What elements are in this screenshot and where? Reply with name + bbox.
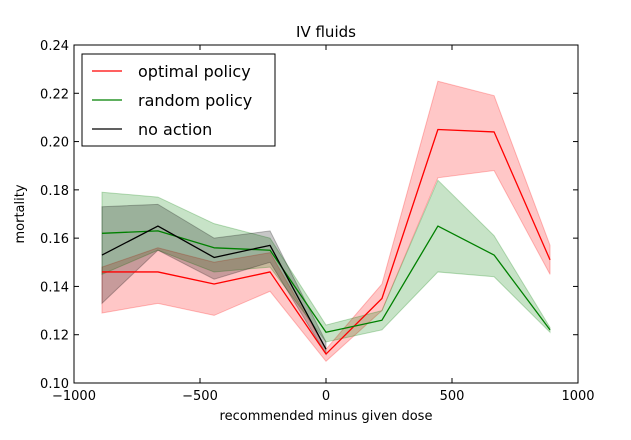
x-tick-label: −500 (182, 389, 218, 404)
legend-label: optimal policy (138, 62, 251, 81)
line-no-action (101, 225, 327, 350)
y-tick-label: 0.10 (40, 377, 69, 392)
y-axis-label: mortality (13, 184, 28, 243)
x-axis-label: recommended minus given dose (220, 409, 433, 424)
legend: optimal policy random policy no action (81, 53, 276, 147)
x-tick-label: 0 (322, 389, 330, 404)
x-tick-label: 500 (440, 389, 465, 404)
y-tick-label: 0.14 (40, 280, 69, 295)
chart-title: IV fluids (296, 23, 356, 41)
x-tick-label: −1000 (52, 389, 96, 404)
line-optimal-policy (101, 128, 551, 355)
y-tick-label: 0.18 (40, 184, 69, 199)
legend-label: no action (138, 120, 212, 139)
y-axis-ticks: 0.10 0.12 0.14 0.16 0.18 0.20 0.22 0.24 (40, 39, 578, 392)
x-axis-ticks: −1000 −500 0 500 1000 (52, 45, 595, 404)
legend-label: random policy (138, 91, 252, 110)
y-tick-label: 0.22 (40, 87, 69, 102)
y-tick-label: 0.12 (40, 329, 69, 344)
band-optimal-policy (101, 80, 551, 362)
y-tick-label: 0.24 (40, 39, 69, 54)
y-tick-label: 0.16 (40, 232, 69, 247)
band-random-policy (101, 179, 551, 343)
confidence-bands (101, 80, 551, 362)
series-lines (101, 128, 551, 355)
x-tick-label: 1000 (561, 389, 594, 404)
y-tick-label: 0.20 (40, 136, 69, 151)
